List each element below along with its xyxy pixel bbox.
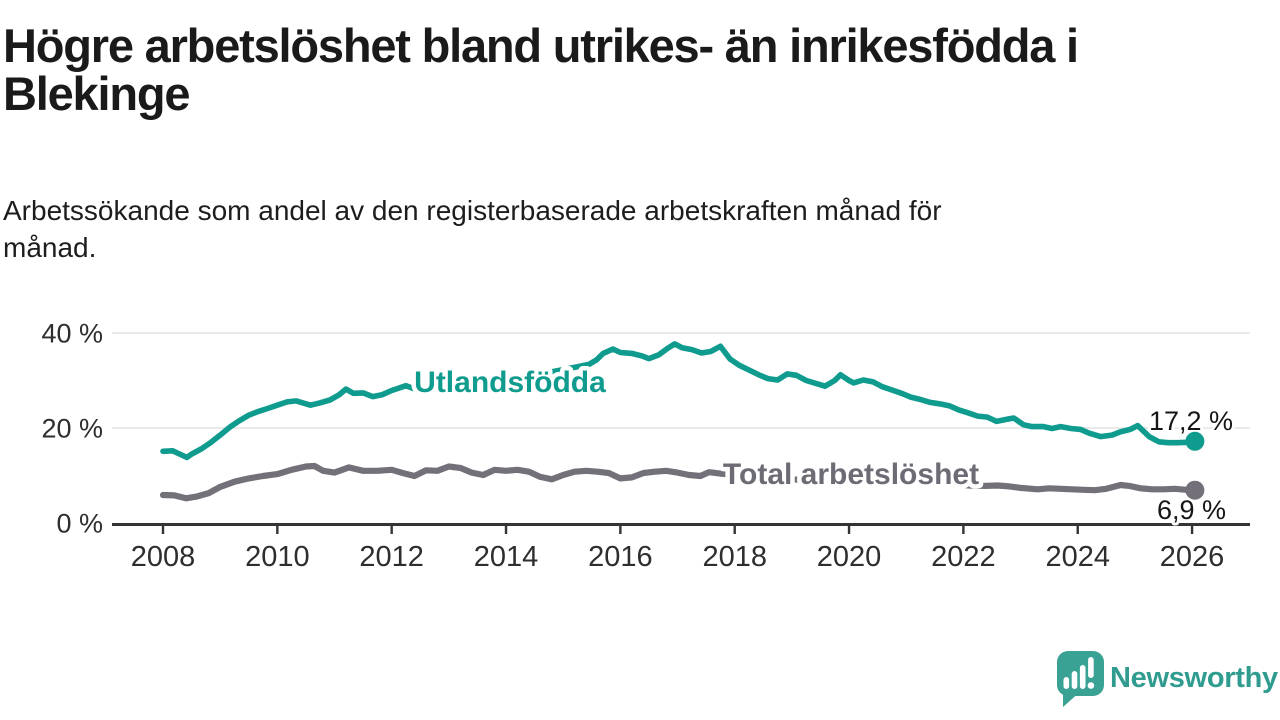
bar-chart-glyph bbox=[1063, 657, 1095, 689]
subtitle-line-2: månad. bbox=[3, 232, 97, 263]
x-axis-ticks bbox=[161, 526, 1194, 534]
x-tick-label-2014: 2014 bbox=[474, 541, 539, 573]
x-tick-label-2012: 2012 bbox=[359, 541, 424, 573]
page-title: Högre arbetslöshet bland utrikes- än inr… bbox=[3, 22, 1203, 118]
y-tick-label-0: 0 % bbox=[56, 509, 103, 539]
newsworthy-logo-icon bbox=[1057, 651, 1104, 707]
x-axis-labels: 2008 2010 2012 2014 2016 2018 2020 2022 2024 2026 bbox=[131, 541, 1225, 573]
chart-annotations: Utlandsfödda Total arbetslöshet 17,2 % 6… bbox=[410, 362, 1236, 529]
x-tick-label-2010: 2010 bbox=[245, 541, 310, 573]
title-line-2: Blekinge bbox=[3, 67, 190, 120]
bar-3 bbox=[1079, 665, 1086, 689]
bar-1 bbox=[1063, 677, 1070, 689]
x-tick-label-2018: 2018 bbox=[702, 541, 767, 573]
x-tick-label-2020: 2020 bbox=[817, 541, 882, 573]
series-end-dots bbox=[1185, 431, 1205, 500]
end-dot-total bbox=[1185, 480, 1205, 500]
end-dot-utlandsfodda bbox=[1185, 431, 1205, 451]
exclamation-dot bbox=[1087, 682, 1095, 689]
exclamation-bar bbox=[1088, 657, 1094, 678]
chart-subtitle: Arbetssökande som andel av den registerb… bbox=[3, 192, 1203, 266]
bar-2 bbox=[1071, 671, 1078, 689]
x-tick-label-2008: 2008 bbox=[131, 541, 196, 573]
x-tick-label-2016: 2016 bbox=[588, 541, 653, 573]
x-tick-label-2022: 2022 bbox=[931, 541, 996, 573]
series-label-total-arbetsloshet: Total arbetslöshet bbox=[723, 458, 979, 491]
line-total bbox=[159, 462, 1199, 502]
series-lines bbox=[159, 341, 1199, 502]
y-axis-labels: 0 % 20 % 40 % bbox=[41, 319, 103, 539]
end-value-label-utlandsfodda: 17,2 % bbox=[1149, 406, 1233, 436]
subtitle-line-1: Arbetssökande som andel av den registerb… bbox=[3, 195, 942, 226]
y-tick-label-40: 40 % bbox=[41, 319, 103, 349]
title-line-1: Högre arbetslöshet bland utrikes- än inr… bbox=[3, 19, 1079, 72]
speech-bubble-tail bbox=[1063, 688, 1082, 707]
line-utlandsfodda bbox=[160, 341, 1198, 461]
x-tick-label-2024: 2024 bbox=[1045, 541, 1110, 573]
series-label-utlandsfodda: Utlandsfödda bbox=[414, 366, 606, 399]
newsworthy-logo: Newsworthy bbox=[1057, 651, 1278, 707]
y-tick-label-20: 20 % bbox=[41, 414, 103, 444]
x-tick-label-2026: 2026 bbox=[1160, 541, 1225, 573]
newsworthy-wordmark: Newsworthy bbox=[1110, 662, 1278, 694]
end-value-label-total: 6,9 % bbox=[1157, 495, 1226, 525]
